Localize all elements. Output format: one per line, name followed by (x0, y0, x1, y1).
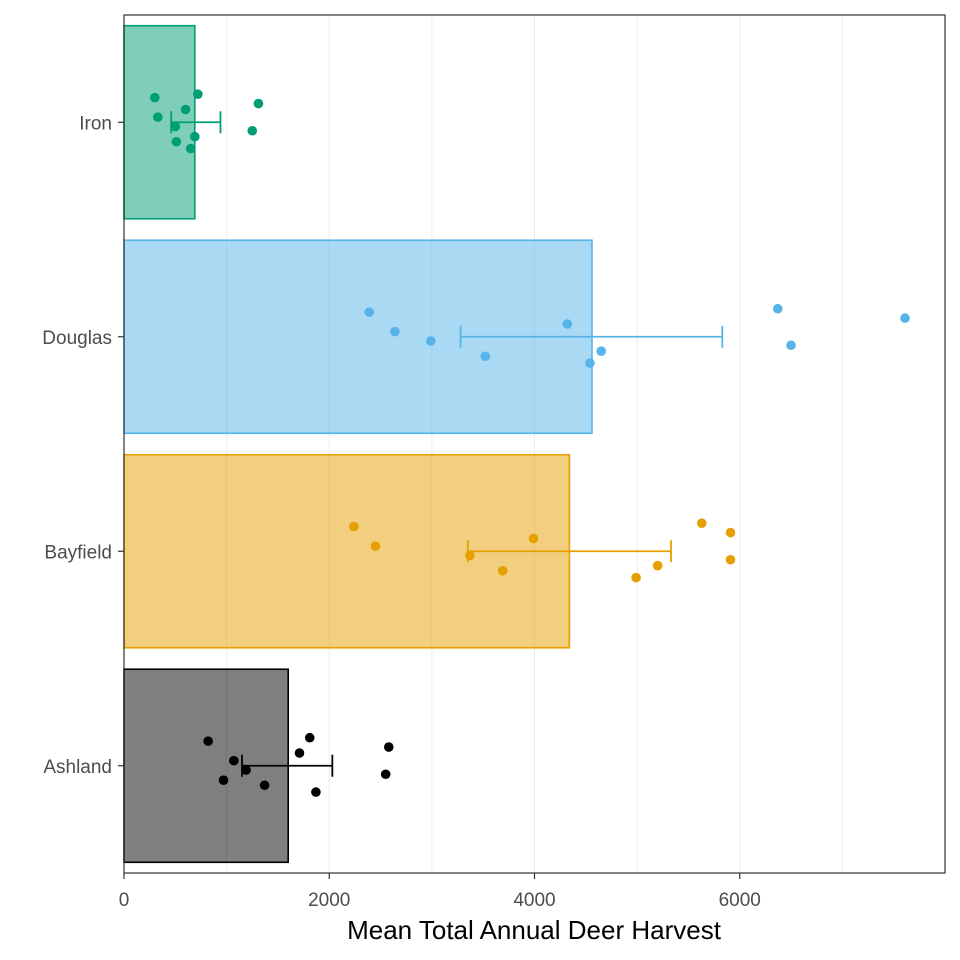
data-point (185, 143, 196, 154)
data-point (383, 742, 394, 752)
data-point (193, 89, 203, 100)
data-point (247, 125, 258, 136)
data-point (725, 554, 736, 565)
x-tick-label: 0 (119, 890, 130, 911)
data-point (562, 319, 573, 329)
data-point (349, 521, 359, 532)
x-axis-title: Mean Total Annual Deer Harvest (347, 915, 722, 945)
data-point (725, 527, 736, 538)
y-tick-label: Bayfield (44, 542, 112, 563)
data-point (253, 98, 264, 109)
data-point (311, 787, 321, 797)
data-point (786, 340, 796, 351)
data-point (497, 565, 508, 576)
data-point (149, 92, 160, 103)
data-point (631, 572, 641, 583)
data-point (772, 303, 783, 314)
data-point (370, 541, 381, 551)
y-tick-label: Douglas (42, 328, 112, 349)
data-point (528, 533, 539, 544)
data-point (696, 518, 707, 529)
x-tick-label: 2000 (308, 890, 350, 911)
data-point (153, 112, 163, 122)
data-point (390, 326, 400, 337)
data-point (480, 351, 491, 362)
data-point (241, 765, 251, 775)
error-bar-bayfield (466, 540, 672, 563)
error-bar-ashland (241, 754, 334, 777)
data-point (171, 136, 182, 147)
data-point (652, 560, 663, 571)
data-point (585, 358, 595, 368)
data-point (304, 732, 315, 743)
axes: 0 2000 4000 6000 Ashland Bayfield Douglas Iron (42, 113, 761, 911)
x-tick-label: 4000 (513, 890, 555, 911)
data-point (380, 769, 391, 780)
y-tick-label: Iron (79, 113, 112, 134)
error-bars (170, 111, 724, 777)
data-point (596, 346, 607, 356)
data-point (218, 775, 229, 785)
data-point (190, 131, 200, 142)
data-point (294, 748, 305, 758)
data-point (426, 336, 436, 346)
data-point (180, 104, 191, 115)
data-point (229, 755, 239, 766)
data-point (203, 736, 213, 746)
data-point (259, 780, 270, 791)
y-tick-label: Ashland (43, 757, 112, 778)
error-bar-iron (170, 111, 222, 134)
data-point (364, 307, 375, 317)
error-bar-douglas (459, 325, 724, 348)
data-point (170, 121, 181, 132)
data-point (900, 313, 910, 323)
x-tick-label: 6000 (719, 890, 761, 911)
